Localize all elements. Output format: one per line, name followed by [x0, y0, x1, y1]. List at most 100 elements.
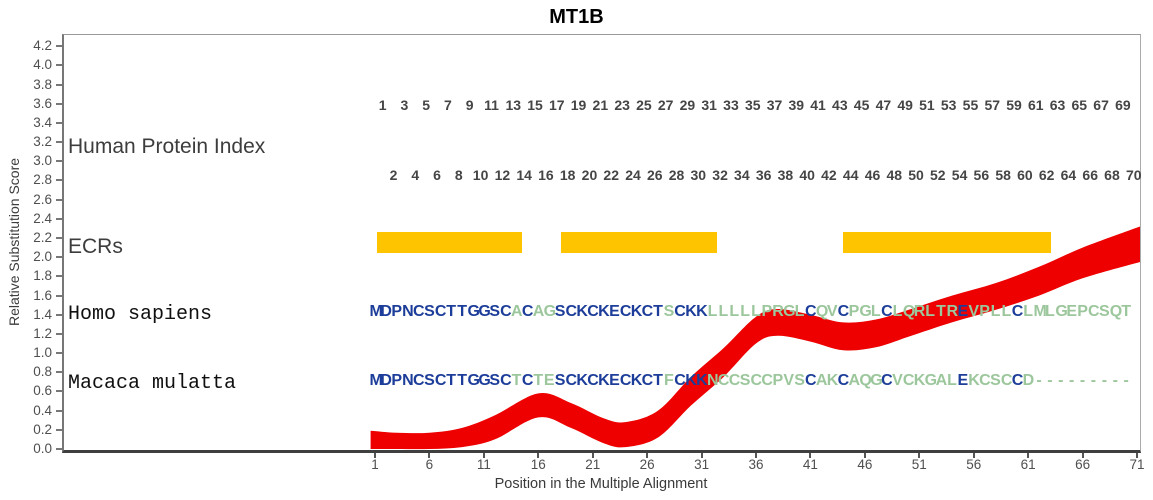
index-number: 34: [734, 167, 750, 183]
index-number: 37: [766, 97, 783, 113]
residue-letter: A: [935, 372, 948, 389]
residue-letter: -: [1090, 372, 1097, 389]
residue-letter: -: [1123, 372, 1129, 389]
y-tick-mark: [56, 352, 63, 355]
y-tick-mark: [56, 83, 63, 86]
residue-letter: -: [1069, 372, 1075, 389]
x-tick-mark: [1027, 453, 1030, 458]
residue-letter: K: [968, 372, 980, 389]
y-tick-label: 3.2: [33, 134, 52, 150]
x-tick-mark: [809, 453, 812, 458]
x-tick-mark: [374, 453, 376, 458]
index-number: 54: [951, 167, 968, 183]
residue-letter: P: [772, 372, 784, 389]
y-tick-label: 0.6: [33, 383, 52, 399]
y-tick-mark: [56, 256, 63, 259]
residue-letter: L: [925, 303, 936, 320]
residue-letter: G: [478, 303, 491, 320]
residue-letter: -: [1058, 372, 1064, 389]
y-tick-mark: [56, 45, 63, 48]
residue-letter: T: [653, 372, 663, 389]
residue-letter: G: [1055, 303, 1068, 320]
y-tick-mark: [56, 313, 63, 316]
index-number: 29: [679, 97, 696, 113]
residue-letter: C: [674, 372, 686, 389]
x-tick-label: 61: [1020, 457, 1036, 472]
residue-letter: S: [489, 303, 501, 320]
residue-letter: D: [1022, 372, 1035, 389]
residue-letter: C: [413, 372, 425, 389]
residue-letter: F: [664, 372, 674, 389]
residue-letter: C: [641, 303, 654, 320]
y-tick-label: 3.4: [33, 114, 52, 130]
index-number: 6: [433, 167, 441, 183]
row-label-macaca-mulatta: Macaca mulatta: [68, 372, 237, 395]
residue-letter: Q: [1109, 303, 1123, 320]
residue-letter: Q: [902, 303, 916, 320]
index-number: 13: [505, 97, 522, 113]
residue-letter: K: [685, 303, 697, 320]
index-number: 42: [821, 167, 837, 183]
residue-letter: C: [521, 303, 534, 320]
index-number: 50: [908, 167, 924, 183]
x-tick-label: 31: [694, 457, 710, 472]
residue-letter: A: [815, 372, 828, 389]
x-tick-label: 71: [1129, 457, 1145, 472]
index-number: 58: [995, 167, 1011, 183]
index-number: 5: [422, 97, 431, 113]
chart-title: MT1B: [549, 6, 604, 28]
residue-letter: L: [990, 303, 1001, 320]
residue-letter: T: [446, 303, 457, 320]
residue-letter: M: [369, 303, 383, 320]
index-number: 10: [472, 167, 489, 183]
x-tick-mark: [1136, 453, 1139, 458]
index-number: 27: [657, 97, 674, 113]
residue-letter: S: [554, 303, 566, 320]
residue-letter: V: [826, 303, 838, 320]
y-tick-label: 2.4: [33, 210, 52, 226]
index-number: 51: [919, 97, 935, 113]
index-number: 24: [625, 167, 641, 183]
index-number: 52: [930, 167, 946, 183]
y-tick-mark: [56, 179, 63, 182]
residue-letter: C: [881, 303, 893, 320]
y-tick-mark: [56, 294, 63, 297]
x-tick-mark: [972, 453, 975, 458]
index-number: 23: [614, 97, 630, 113]
residue-letter: T: [457, 372, 467, 389]
index-number: 7: [444, 97, 452, 113]
residue-letter: G: [859, 303, 872, 320]
x-tick-label: 51: [911, 457, 927, 472]
residue-letter: L: [794, 303, 805, 320]
index-number: 60: [1017, 167, 1033, 183]
residue-letter: E: [609, 303, 620, 320]
x-tick-label: 21: [585, 457, 601, 472]
residue-letter: M: [1033, 303, 1047, 320]
residue-letter: C: [434, 372, 447, 389]
x-tick-label: 46: [857, 457, 873, 472]
x-tick-mark: [863, 453, 866, 458]
residue-letter: M: [369, 372, 383, 389]
residue-letter: C: [674, 303, 686, 320]
y-tick-mark: [56, 275, 63, 278]
x-tick-mark: [755, 453, 757, 458]
x-tick-mark: [428, 453, 431, 458]
residue-letter: C: [500, 303, 512, 320]
residue-letter: G: [467, 303, 480, 320]
residue-letter: -: [1101, 372, 1108, 389]
index-number: 40: [799, 167, 815, 183]
y-tick-label: 1.0: [33, 345, 52, 361]
residue-letter: E: [1066, 303, 1078, 320]
y-tick-label: 1.2: [33, 325, 52, 341]
y-tick-label: 0.0: [33, 441, 52, 456]
residue-letter: C: [434, 303, 447, 320]
residue-letter: C: [413, 303, 425, 320]
index-number: 48: [886, 167, 903, 183]
index-number: 53: [940, 97, 957, 113]
residue-letter: S: [424, 372, 435, 389]
row-label-ecrs: ECRs: [68, 235, 123, 258]
residue-letter: R: [772, 303, 784, 320]
index-number: 61: [1027, 97, 1044, 113]
y-tick-label: 3.0: [33, 153, 52, 169]
residue-letter: K: [630, 372, 643, 389]
